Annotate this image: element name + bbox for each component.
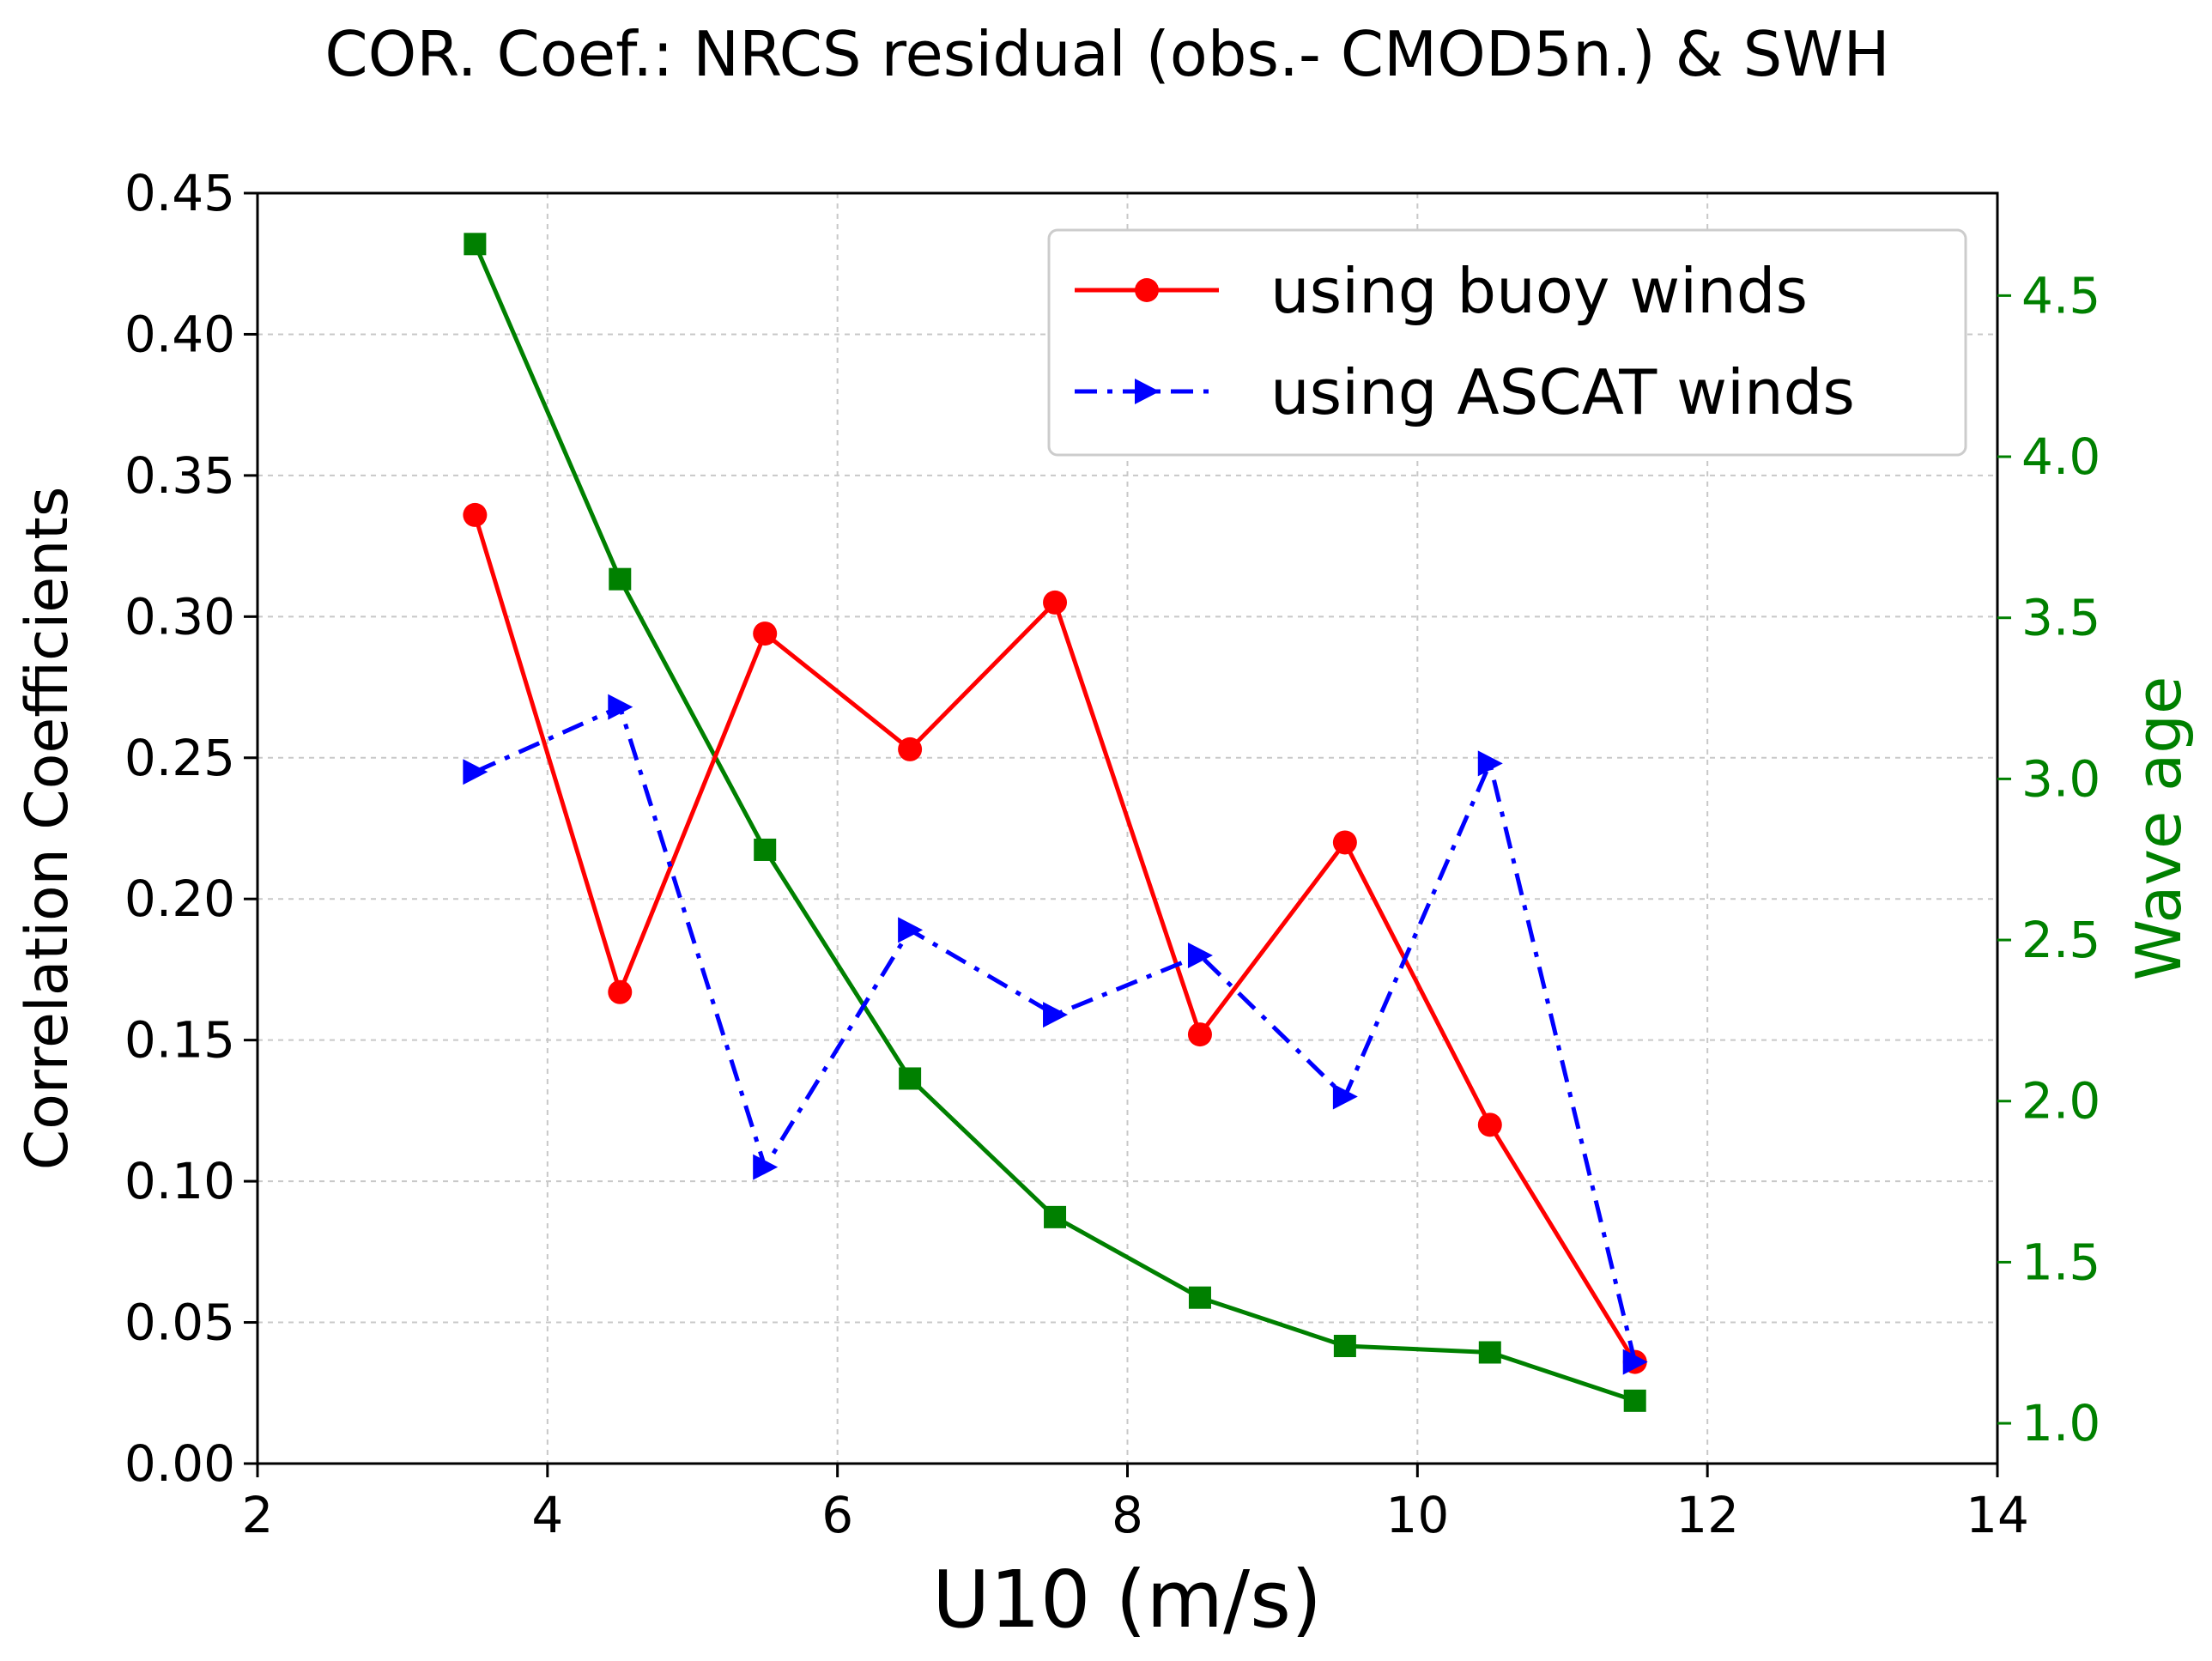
data-point bbox=[1478, 1341, 1501, 1364]
series-using-ascat-winds bbox=[463, 694, 1648, 1375]
y2-tick-label: 1.0 bbox=[2021, 1394, 2100, 1452]
x-tick-label: 4 bbox=[531, 1486, 563, 1544]
y2-tick-label: 2.0 bbox=[2021, 1072, 2100, 1131]
y-tick-label: 0.10 bbox=[124, 1152, 235, 1210]
data-point bbox=[1332, 830, 1357, 855]
data-point bbox=[463, 759, 488, 785]
y-tick-label: 0.15 bbox=[124, 1011, 235, 1070]
x-axis: 2 4 6 8 10 12 14 bbox=[242, 1464, 2029, 1544]
y-tick-label: 0.25 bbox=[124, 729, 235, 787]
y-axis-label: Correlation Coefficients bbox=[14, 487, 82, 1171]
x-tick-label: 12 bbox=[1676, 1486, 1739, 1544]
data-point bbox=[463, 502, 488, 527]
y2-tick-label: 1.5 bbox=[2021, 1233, 2100, 1291]
y2-tick-label: 4.0 bbox=[2021, 427, 2100, 486]
data-point bbox=[1477, 1112, 1502, 1137]
data-point bbox=[464, 233, 487, 256]
data-point bbox=[753, 1154, 779, 1180]
y-tick-label: 0.20 bbox=[124, 870, 235, 928]
x-tick-label: 10 bbox=[1385, 1486, 1449, 1544]
data-point bbox=[898, 917, 924, 943]
data-point bbox=[609, 567, 632, 591]
x-axis-label: U10 (m/s) bbox=[932, 1554, 1322, 1646]
y-tick-label: 0.35 bbox=[124, 446, 235, 505]
data-point bbox=[899, 1067, 922, 1090]
x-tick-label: 8 bbox=[1112, 1486, 1143, 1544]
legend-label: using buoy winds bbox=[1270, 255, 1808, 327]
data-point bbox=[1622, 1349, 1648, 1375]
legend-marker bbox=[1135, 278, 1159, 302]
y-tick-label: 0.45 bbox=[124, 164, 235, 222]
y-tick-label: 0.30 bbox=[124, 587, 235, 646]
data-point bbox=[1043, 590, 1068, 615]
data-point bbox=[1333, 1334, 1356, 1357]
data-point bbox=[608, 694, 633, 720]
data-point bbox=[753, 621, 778, 646]
data-point bbox=[1043, 1002, 1069, 1028]
data-point bbox=[898, 737, 923, 761]
series-wave-age bbox=[464, 233, 1646, 1412]
y2-tick-label: 2.5 bbox=[2021, 911, 2100, 969]
legend: using buoy winds using ASCAT winds bbox=[1047, 228, 1967, 457]
legend-box bbox=[1047, 228, 1967, 457]
legend-item: using buoy winds bbox=[1075, 255, 1808, 327]
y-tick-label: 0.40 bbox=[124, 305, 235, 363]
data-point bbox=[1187, 943, 1213, 968]
x-tick-label: 2 bbox=[242, 1486, 274, 1544]
data-point bbox=[1623, 1389, 1646, 1412]
series-line bbox=[474, 705, 1638, 1363]
y2-axis-label: Wave age bbox=[2123, 676, 2195, 981]
data-point bbox=[1332, 1083, 1358, 1110]
chart-title: COR. Coef.: NRCS residual (obs.- CMOD5n.… bbox=[324, 18, 1889, 90]
legend-item: using ASCAT winds bbox=[1075, 356, 1855, 428]
legend-marker bbox=[1135, 379, 1160, 404]
x-tick-label: 6 bbox=[821, 1486, 853, 1544]
y2-tick-label: 4.5 bbox=[2021, 266, 2100, 324]
y-axis-left: 0.00 0.05 0.10 0.15 0.20 0.25 0.30 0.35 0.40 0.45 bbox=[124, 164, 258, 1493]
data-point bbox=[1187, 1022, 1212, 1047]
legend-label: using ASCAT winds bbox=[1270, 356, 1855, 428]
y-tick-label: 0.00 bbox=[124, 1434, 235, 1493]
data-point bbox=[754, 838, 777, 861]
series-layer bbox=[463, 233, 1648, 1412]
y2-tick-label: 3.0 bbox=[2021, 749, 2100, 808]
x-tick-label: 14 bbox=[1966, 1486, 2029, 1544]
y2-tick-label: 3.5 bbox=[2021, 589, 2100, 647]
data-point bbox=[1044, 1205, 1067, 1228]
y-tick-label: 0.05 bbox=[124, 1294, 235, 1352]
series-using-buoy-winds bbox=[463, 502, 1647, 1374]
data-point bbox=[1188, 1286, 1211, 1309]
data-point bbox=[1477, 750, 1503, 777]
data-point bbox=[608, 979, 633, 1004]
y-axis-right: 1.0 1.5 2.0 2.5 3.0 3.5 4.0 4.5 bbox=[1997, 266, 2100, 1452]
